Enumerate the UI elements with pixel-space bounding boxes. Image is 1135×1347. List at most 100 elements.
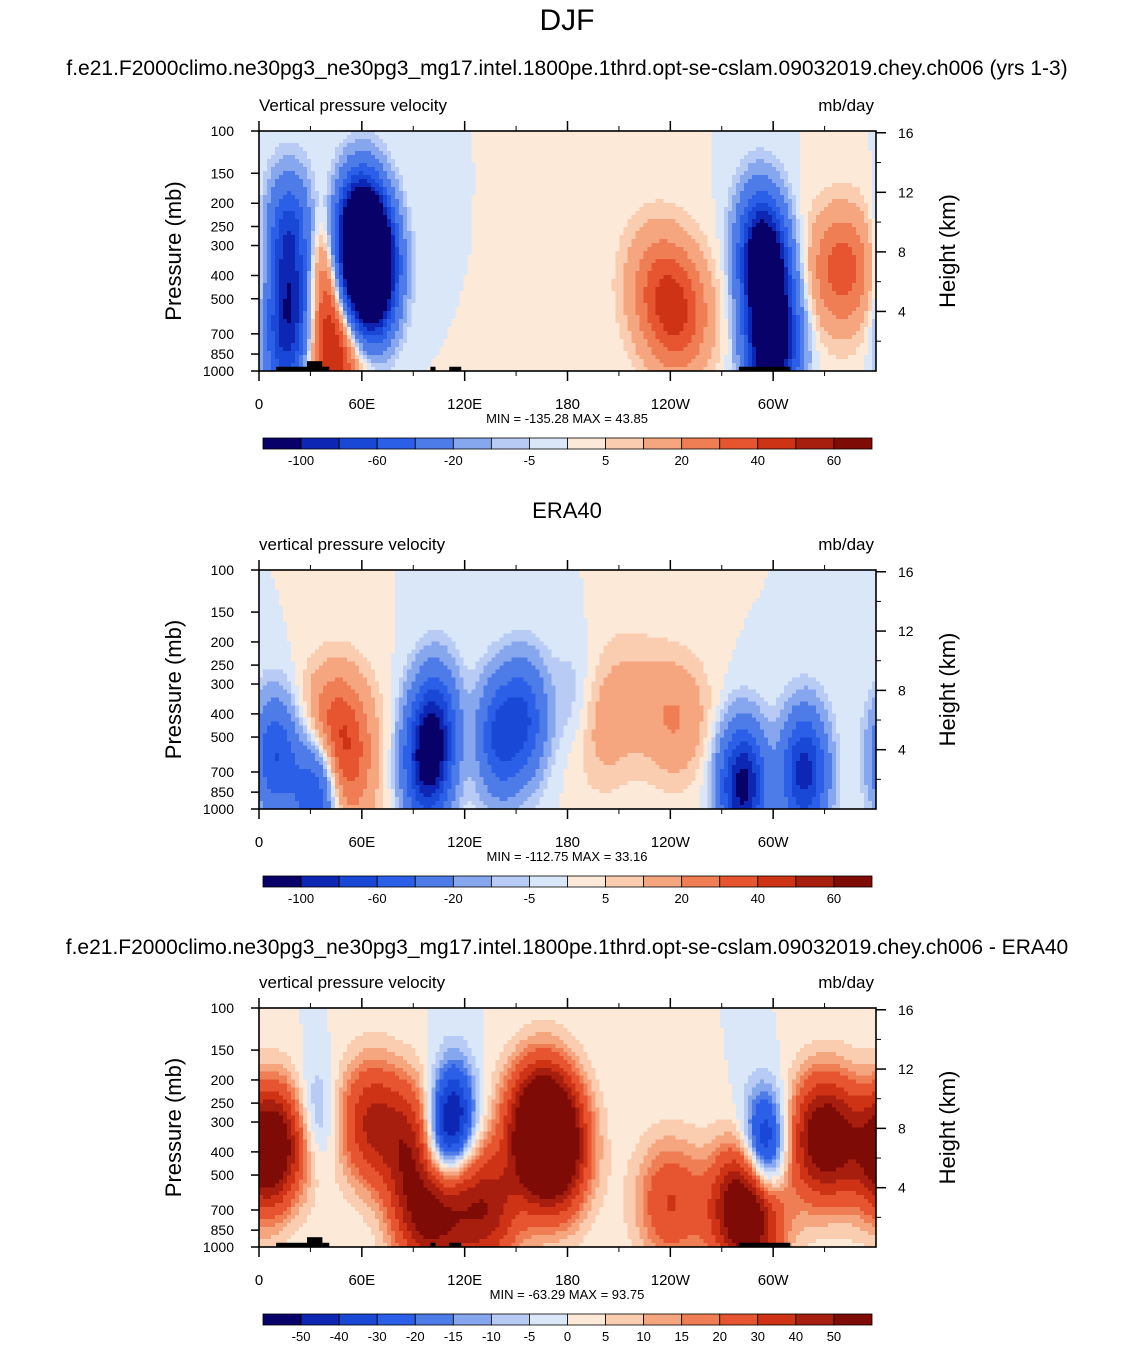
contour-cell	[655, 167, 661, 172]
contour-cell	[343, 247, 348, 252]
contour-cell	[311, 227, 316, 232]
contour-cell	[787, 235, 793, 240]
contour-cell	[527, 151, 533, 156]
contour-cell	[723, 167, 729, 172]
contour-cell	[499, 259, 504, 264]
contour-cell	[319, 211, 324, 216]
contour-cell	[627, 235, 633, 240]
contour-cell	[527, 139, 533, 144]
contour-cell	[271, 171, 276, 176]
contour-cell	[423, 207, 428, 212]
contour-cell	[539, 159, 545, 164]
contour-cell	[723, 203, 729, 208]
contour-cell	[367, 151, 372, 156]
contour-cell	[339, 195, 344, 200]
contour-cell	[671, 183, 677, 188]
contour-cell	[767, 223, 773, 228]
contour-cell	[411, 247, 416, 252]
contour-cell	[495, 207, 500, 212]
contour-cell	[379, 199, 384, 204]
contour-cell	[271, 163, 276, 168]
contour-cell	[619, 251, 625, 256]
contour-cell	[259, 151, 264, 156]
contour-cell	[403, 227, 408, 232]
contour-cell	[691, 159, 697, 164]
contour-cell	[739, 135, 745, 140]
contour-cell	[367, 163, 372, 168]
contour-cell	[831, 131, 837, 136]
contour-cell	[703, 155, 709, 160]
contour-cell	[867, 183, 873, 188]
contour-cell	[391, 131, 396, 136]
contour-cell	[499, 139, 504, 144]
contour-cell	[791, 203, 797, 208]
contour-cell	[431, 179, 436, 184]
contour-cell	[403, 183, 408, 188]
contour-cell	[471, 227, 476, 232]
contour-cell	[871, 171, 877, 176]
contour-cell	[827, 171, 833, 176]
contour-cell	[691, 211, 697, 216]
contour-cell	[839, 139, 845, 144]
contour-cell	[531, 203, 537, 208]
contour-cell	[387, 223, 392, 228]
contour-cell	[419, 203, 424, 208]
contour-cell	[871, 131, 877, 136]
contour-cell	[539, 203, 545, 208]
contour-cell	[319, 195, 324, 200]
contour-cell	[267, 215, 272, 220]
contour-cell	[343, 155, 348, 160]
contour-cell	[631, 179, 637, 184]
contour-cell	[603, 243, 609, 248]
contour-cell	[791, 207, 797, 212]
contour-cell	[427, 251, 432, 256]
contour-cell	[799, 167, 805, 172]
contour-cell	[779, 219, 785, 224]
contour-cell	[595, 143, 601, 148]
contour-cell	[811, 203, 817, 208]
contour-cell	[443, 195, 448, 200]
contour-cell	[355, 187, 360, 192]
contour-cell	[703, 247, 709, 252]
contour-cell	[679, 187, 685, 192]
contour-cell	[559, 155, 565, 160]
contour-cell	[415, 223, 420, 228]
contour-cell	[335, 223, 340, 228]
contour-cell	[283, 183, 288, 188]
contour-cell	[695, 239, 701, 244]
contour-cell	[743, 143, 749, 148]
contour-cell	[831, 231, 837, 236]
contour-cell	[355, 199, 360, 204]
contour-cell	[415, 163, 420, 168]
contour-cell	[575, 147, 581, 152]
contour-cell	[599, 155, 605, 160]
contour-cell	[379, 215, 384, 220]
contour-cell	[807, 227, 813, 232]
contour-cell	[319, 239, 324, 244]
contour-cell	[587, 143, 593, 148]
contour-cell	[839, 207, 845, 212]
contour-cell	[731, 195, 737, 200]
contour-cell	[467, 163, 472, 168]
contour-cell	[835, 159, 841, 164]
contour-cell	[639, 187, 645, 192]
contour-cell	[839, 199, 845, 204]
contour-cell	[411, 203, 416, 208]
contour-cell	[703, 231, 709, 236]
contour-cell	[779, 179, 785, 184]
contour-cell	[811, 199, 817, 204]
contour-cell	[755, 175, 761, 180]
contour-cell	[287, 239, 292, 244]
contour-cell	[447, 231, 452, 236]
contour-cell	[719, 255, 725, 260]
contour-cell	[607, 143, 613, 148]
contour-cell	[587, 191, 593, 196]
contour-cell	[863, 159, 869, 164]
contour-cell	[543, 175, 549, 180]
contour-cell	[587, 167, 593, 172]
contour-cell	[555, 223, 561, 228]
contour-cell	[731, 159, 737, 164]
contour-cell	[387, 147, 392, 152]
contour-cell	[307, 251, 312, 256]
contour-cell	[487, 203, 492, 208]
